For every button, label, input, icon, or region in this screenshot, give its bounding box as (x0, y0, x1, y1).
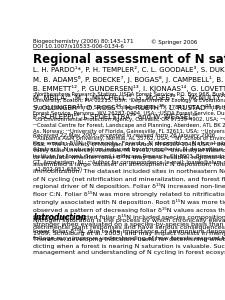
Text: Introduction: Introduction (33, 213, 86, 222)
Text: Nitrogen saturation is the process by which chronically elevated N inputs alter : Nitrogen saturation is the process by wh… (33, 218, 225, 255)
Text: ¹Northeastern Research Station, USDA Forest Service, P.O. Box 968, Burlington, V: ¹Northeastern Research Station, USDA For… (33, 92, 225, 172)
Text: Abstract. N saturation induced by atmospheric N deposition can have serious cons: Abstract. N saturation induced by atmosp… (33, 147, 225, 241)
Text: Biogeochemistry (2006) 80:143–171: Biogeochemistry (2006) 80:143–171 (33, 40, 134, 44)
Text: L. H. PARDO¹*, P. H. TEMPLER², C. L. GOODALE³, S. DUKE⁴, P. M. GROFFMAN⁵,
M. B. : L. H. PARDO¹*, P. H. TEMPLER², C. L. GOO… (33, 66, 225, 120)
Text: Received 22 May 2005; accepted in revised form 26 January 2006: Received 22 May 2005; accepted in revise… (33, 133, 216, 138)
Text: Key words: δ¹⁵N, Fine roots, Forests, N deposition, Natural abundance: Key words: δ¹⁵N, Fine roots, Forests, N … (33, 140, 225, 146)
Text: DOI 10.1007/s10533-006-0134-6: DOI 10.1007/s10533-006-0134-6 (33, 44, 124, 49)
Text: © Springer 2006: © Springer 2006 (151, 40, 197, 45)
Text: Regional assessment of N saturation using foliar and root δ¹⁵N: Regional assessment of N saturation usin… (33, 53, 225, 66)
